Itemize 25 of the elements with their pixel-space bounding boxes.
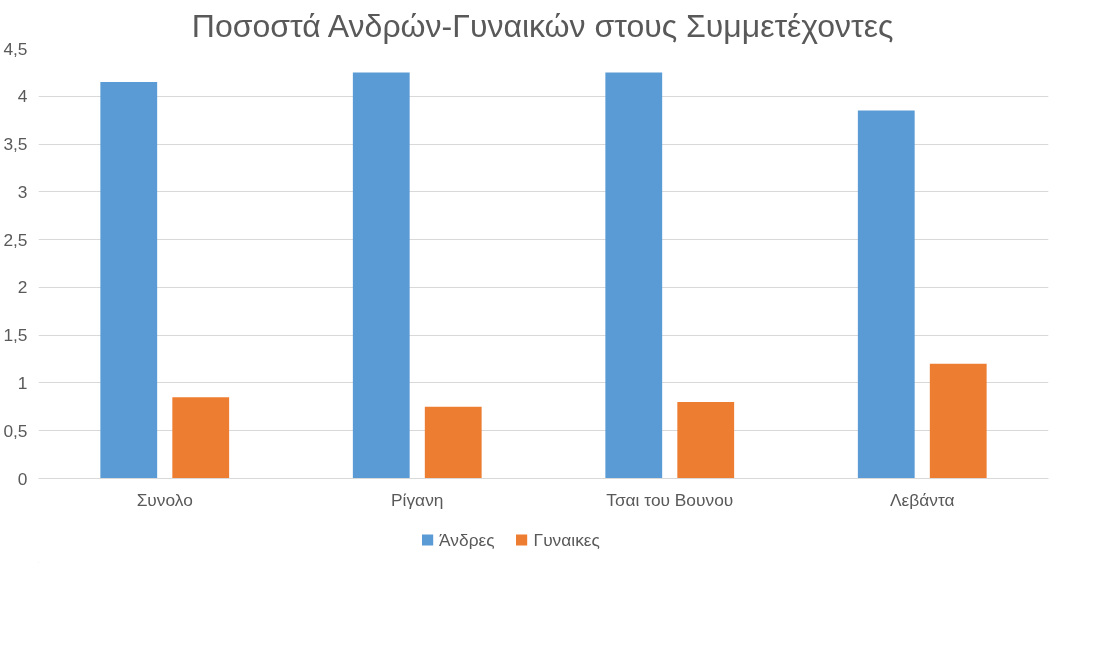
y-tick-label: 1 <box>17 372 28 393</box>
bar <box>172 397 230 479</box>
y-tick-label: 2 <box>17 277 28 298</box>
chart-title: Ποσοστά Ανδρών-Γυναικών στους Συμμετέχοντες <box>191 7 894 44</box>
legend-label: Γυναικες <box>533 529 600 550</box>
x-tick-label: Συνολο <box>136 489 193 510</box>
bar <box>677 402 735 479</box>
y-tick-label: 4,5 <box>3 38 28 59</box>
bar <box>352 72 410 479</box>
bar <box>605 72 663 479</box>
bar <box>929 363 987 479</box>
y-tick-label: 1,5 <box>3 325 28 346</box>
bar <box>424 406 482 479</box>
legend-label: Άνδρες <box>439 529 495 550</box>
bar <box>857 110 915 479</box>
y-tick-label: 4 <box>17 86 28 107</box>
y-tick-label: 3,5 <box>3 134 28 155</box>
bar <box>100 81 158 479</box>
x-tick-label: Λεβάντα <box>889 489 955 510</box>
y-tick-label: 2,5 <box>3 229 28 250</box>
y-tick-label: 0 <box>17 468 28 489</box>
y-tick-label: 0,5 <box>3 420 28 441</box>
y-tick-label: 3 <box>17 181 28 202</box>
x-tick-label: Τσαι του Βουνου <box>606 489 734 510</box>
x-tick-label: Ρίγανη <box>391 489 444 510</box>
